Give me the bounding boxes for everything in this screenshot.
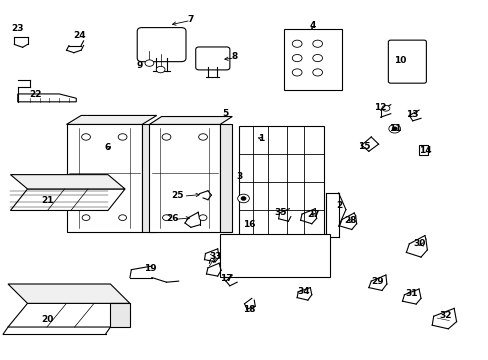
- Circle shape: [81, 134, 90, 140]
- Text: 17: 17: [219, 274, 232, 283]
- Polygon shape: [8, 303, 130, 327]
- Circle shape: [162, 134, 170, 140]
- Text: 27: 27: [307, 210, 320, 219]
- Text: 14: 14: [418, 146, 430, 155]
- Circle shape: [118, 134, 127, 140]
- Circle shape: [237, 194, 249, 203]
- Text: 7: 7: [187, 15, 194, 24]
- Text: 15: 15: [357, 142, 369, 151]
- Text: 8: 8: [231, 53, 237, 62]
- Text: 23: 23: [12, 24, 24, 33]
- Text: 19: 19: [144, 265, 156, 274]
- Circle shape: [119, 215, 126, 221]
- Bar: [418, 145, 427, 155]
- Text: 28: 28: [344, 216, 356, 225]
- Text: 34: 34: [297, 287, 310, 296]
- Text: 30: 30: [412, 239, 425, 248]
- Circle shape: [156, 66, 164, 73]
- Bar: [222, 261, 327, 266]
- Circle shape: [292, 54, 302, 62]
- Circle shape: [391, 127, 396, 131]
- Polygon shape: [149, 125, 220, 232]
- Bar: [220, 234, 329, 277]
- Text: 9: 9: [136, 61, 142, 70]
- Circle shape: [82, 215, 90, 221]
- Text: 29: 29: [370, 276, 383, 285]
- Text: 5: 5: [222, 109, 228, 118]
- Circle shape: [312, 69, 322, 76]
- Text: 3: 3: [236, 172, 242, 181]
- FancyBboxPatch shape: [195, 47, 229, 70]
- Text: 2: 2: [336, 201, 342, 210]
- Circle shape: [241, 197, 245, 200]
- Polygon shape: [10, 175, 125, 189]
- Text: 10: 10: [393, 56, 406, 65]
- Circle shape: [199, 215, 206, 221]
- Text: 6: 6: [104, 143, 111, 152]
- Text: 18: 18: [243, 305, 255, 314]
- Text: 35: 35: [274, 208, 287, 217]
- Circle shape: [292, 40, 302, 47]
- Polygon shape: [142, 125, 157, 232]
- Text: 31: 31: [405, 289, 417, 298]
- Text: 12: 12: [373, 103, 386, 112]
- Text: 16: 16: [243, 220, 255, 229]
- Bar: [238, 126, 324, 237]
- Text: 1: 1: [258, 134, 264, 143]
- Polygon shape: [18, 94, 76, 102]
- Bar: [222, 252, 327, 257]
- Circle shape: [145, 60, 154, 66]
- Polygon shape: [110, 303, 130, 327]
- Bar: [222, 270, 327, 275]
- Bar: [283, 30, 341, 90]
- Polygon shape: [66, 125, 142, 232]
- Circle shape: [198, 134, 207, 140]
- Bar: [222, 243, 327, 248]
- Circle shape: [388, 125, 400, 133]
- Text: 24: 24: [73, 31, 86, 40]
- FancyBboxPatch shape: [137, 28, 185, 62]
- FancyBboxPatch shape: [387, 40, 426, 83]
- Circle shape: [292, 69, 302, 76]
- Text: 32: 32: [438, 311, 451, 320]
- Circle shape: [381, 105, 389, 111]
- Circle shape: [162, 215, 170, 221]
- Text: 13: 13: [406, 110, 418, 119]
- Text: 22: 22: [29, 90, 42, 99]
- Text: 4: 4: [309, 21, 315, 30]
- Polygon shape: [220, 125, 232, 232]
- Circle shape: [312, 40, 322, 47]
- Text: 11: 11: [388, 124, 401, 133]
- Polygon shape: [149, 117, 232, 125]
- Text: 26: 26: [166, 214, 178, 223]
- Text: 25: 25: [171, 190, 183, 199]
- Polygon shape: [10, 189, 125, 211]
- Polygon shape: [8, 284, 130, 303]
- Text: 20: 20: [41, 315, 53, 324]
- Text: 33: 33: [208, 252, 221, 261]
- Text: 21: 21: [41, 196, 53, 205]
- Polygon shape: [66, 116, 157, 125]
- Circle shape: [312, 54, 322, 62]
